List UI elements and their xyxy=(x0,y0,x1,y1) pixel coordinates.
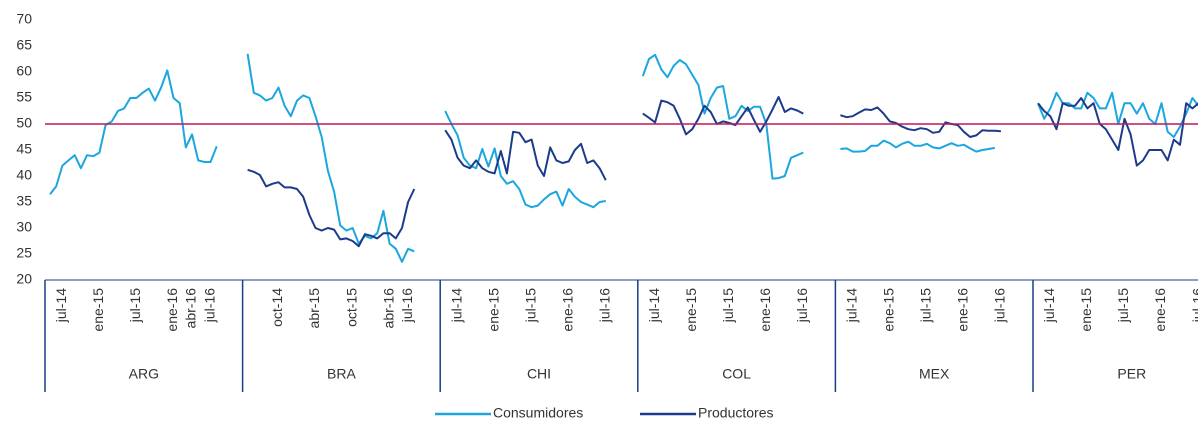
group-label: COL xyxy=(722,366,751,382)
y-tick-label: 70 xyxy=(16,11,32,27)
x-tick-label: ene-16 xyxy=(164,288,180,332)
x-tick-label: jul-14 xyxy=(1041,288,1057,323)
legend-label: Consumidores xyxy=(493,405,583,421)
series-line xyxy=(444,129,607,181)
series-line xyxy=(444,110,606,209)
x-tick-label: jul-16 xyxy=(1189,288,1198,323)
group-label: PER xyxy=(1117,366,1146,382)
group-label: BRA xyxy=(327,366,356,382)
x-tick-label: jul-16 xyxy=(399,288,415,323)
series-line xyxy=(247,168,416,248)
x-tick-label: ene-15 xyxy=(90,288,106,332)
x-tick-label: oct-14 xyxy=(269,288,285,327)
x-tick-label: jul-16 xyxy=(596,288,612,323)
x-tick-label: ene-15 xyxy=(683,288,699,332)
x-tick-label: abr-15 xyxy=(306,288,322,329)
x-tick-label: jul-15 xyxy=(918,288,934,323)
x-tick-label: jul-16 xyxy=(794,288,810,323)
series-line xyxy=(840,106,1001,138)
x-tick-label: ene-15 xyxy=(881,288,897,332)
x-tick-label: jul-14 xyxy=(646,288,662,323)
series-line xyxy=(1037,97,1198,167)
x-tick-label: ene-16 xyxy=(559,288,575,332)
x-tick-label: abr-16 xyxy=(183,288,199,329)
legend-label: Productores xyxy=(698,405,773,421)
y-tick-label: 60 xyxy=(16,63,32,79)
series-line xyxy=(1037,91,1198,138)
x-tick-label: jul-16 xyxy=(992,288,1008,323)
series-line xyxy=(840,139,995,153)
y-tick-label: 20 xyxy=(16,271,32,287)
x-tick-label: jul-16 xyxy=(201,288,217,323)
x-tick-label: ene-15 xyxy=(485,288,501,332)
x-tick-label: oct-15 xyxy=(343,288,359,327)
y-tick-label: 45 xyxy=(16,141,32,157)
series-line xyxy=(641,53,804,180)
x-tick-label: ene-16 xyxy=(1152,288,1168,332)
series-line xyxy=(246,53,415,263)
x-tick-label: jul-15 xyxy=(522,288,538,323)
x-tick-label: ene-16 xyxy=(757,288,773,332)
y-tick-label: 65 xyxy=(16,37,32,53)
x-tick-label: jul-14 xyxy=(448,288,464,323)
y-tick-label: 30 xyxy=(16,219,32,235)
x-tick-label: jul-15 xyxy=(1115,288,1131,323)
y-tick-label: 50 xyxy=(16,115,32,131)
series-line xyxy=(642,96,804,136)
group-label: CHI xyxy=(527,366,551,382)
x-tick-label: abr-16 xyxy=(380,288,396,329)
group-label: ARG xyxy=(129,366,159,382)
x-tick-label: ene-15 xyxy=(1078,288,1094,332)
group-label: MEX xyxy=(919,366,950,382)
x-tick-label: jul-14 xyxy=(843,288,859,323)
series-line xyxy=(49,69,218,195)
y-tick-label: 40 xyxy=(16,167,32,183)
x-tick-label: jul-15 xyxy=(127,288,143,323)
x-tick-label: ene-16 xyxy=(955,288,971,332)
x-tick-label: jul-14 xyxy=(53,288,69,323)
x-tick-label: jul-15 xyxy=(720,288,736,323)
y-tick-label: 25 xyxy=(16,245,32,261)
y-tick-label: 35 xyxy=(16,193,32,209)
y-tick-label: 55 xyxy=(16,89,32,105)
